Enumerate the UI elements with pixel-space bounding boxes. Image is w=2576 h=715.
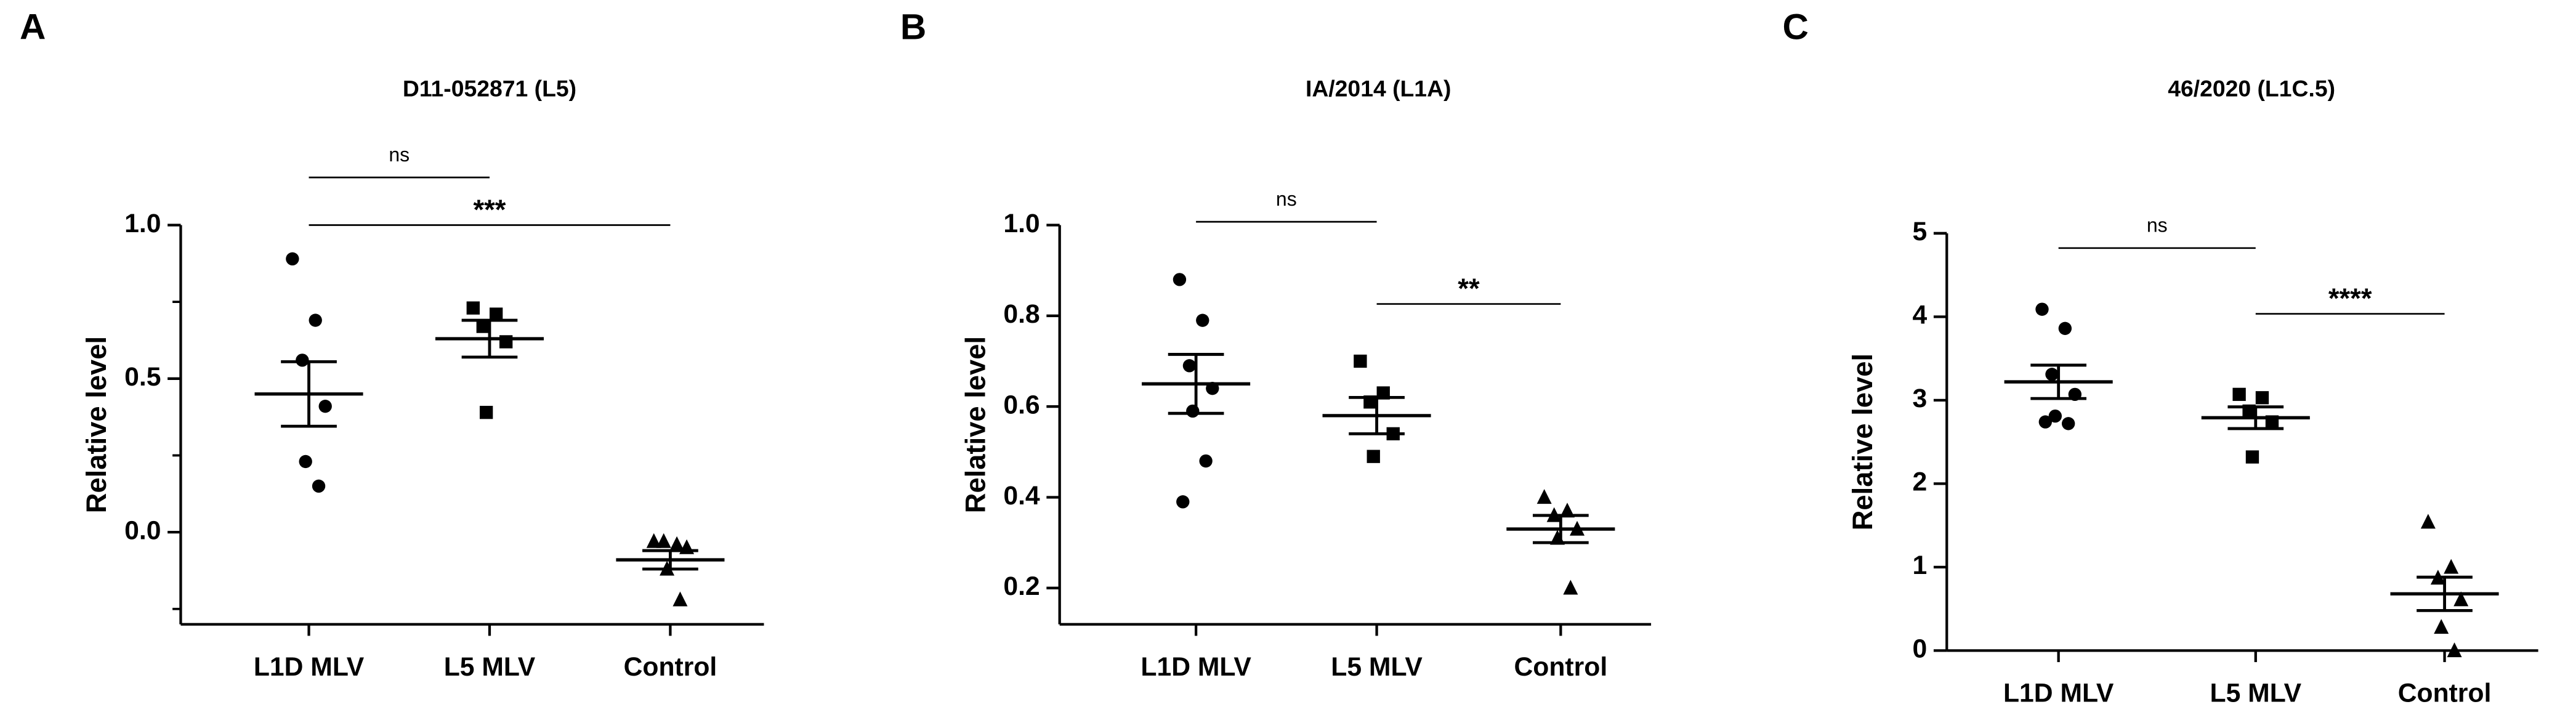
significance-label: ** <box>1458 273 1480 304</box>
data-point <box>2444 559 2459 574</box>
data-point <box>1536 489 1552 504</box>
data-point <box>318 400 332 413</box>
chart-title: 46/2020 (L1C.5) <box>2168 76 2335 102</box>
data-point <box>2447 642 2462 658</box>
y-tick-label: 2 <box>1913 467 1928 497</box>
panel-letter: C <box>1782 7 1808 47</box>
data-point <box>1560 503 1575 518</box>
data-point <box>669 536 685 551</box>
y-tick-label: 1 <box>1913 551 1928 580</box>
data-point <box>2453 591 2469 607</box>
data-point <box>1182 359 1197 373</box>
data-point <box>1563 580 1578 595</box>
y-tick-label: 0.5 <box>124 362 161 392</box>
y-axis-label: Relative level <box>959 336 991 513</box>
x-tick-label: L5 MLV <box>1331 652 1423 682</box>
data-point <box>286 252 299 266</box>
data-point <box>2038 415 2052 429</box>
significance-label: ns <box>2147 214 2168 236</box>
data-point <box>312 479 326 493</box>
significance-label: ns <box>389 143 410 166</box>
data-point <box>1196 313 1209 327</box>
y-tick-label: 1.0 <box>124 209 161 238</box>
data-point <box>309 313 322 327</box>
panel-letter: A <box>20 7 46 47</box>
y-axis-label: Relative level <box>1847 353 1878 530</box>
data-point <box>1173 273 1187 286</box>
significance-label: **** <box>2328 283 2372 314</box>
y-tick-label: 0.0 <box>124 515 161 545</box>
x-tick-label: L5 MLV <box>2210 679 2302 708</box>
data-point <box>646 533 661 548</box>
y-tick-label: 0 <box>1913 634 1928 664</box>
data-point <box>2062 417 2075 430</box>
y-tick-label: 5 <box>1913 217 1928 246</box>
x-tick-label: Control <box>1514 652 1607 682</box>
chart-title: IA/2014 (L1A) <box>1306 76 1452 102</box>
data-point <box>2434 619 2449 634</box>
data-point <box>2420 514 2436 529</box>
data-point <box>299 454 312 469</box>
data-point <box>2035 302 2049 316</box>
data-point <box>2255 391 2269 405</box>
data-point <box>1367 450 1380 463</box>
data-point <box>656 533 671 548</box>
y-tick-label: 3 <box>1913 384 1928 413</box>
y-tick-label: 0.2 <box>1003 572 1040 601</box>
data-point <box>2045 368 2059 381</box>
data-point <box>2232 387 2246 402</box>
x-tick-label: L5 MLV <box>444 652 536 682</box>
y-tick-label: 0.6 <box>1003 390 1040 419</box>
data-point <box>296 353 309 367</box>
y-tick-label: 0.8 <box>1003 299 1040 329</box>
x-tick-label: Control <box>2398 679 2492 708</box>
chart-title: D11-052871 (L5) <box>403 76 576 102</box>
data-point <box>489 307 503 321</box>
data-point <box>479 405 493 419</box>
y-tick-label: 0.4 <box>1003 481 1040 511</box>
data-point <box>1354 354 1367 368</box>
significance-label: ns <box>1276 188 1297 210</box>
x-tick-label: L1D MLV <box>254 652 365 682</box>
y-tick-label: 1.0 <box>1003 209 1040 238</box>
data-point <box>466 301 480 315</box>
data-point <box>2048 409 2062 423</box>
significance-label: *** <box>474 194 506 225</box>
data-point <box>2245 450 2259 464</box>
data-point <box>1199 454 1213 468</box>
y-tick-label: 4 <box>1913 301 1928 330</box>
x-tick-label: Control <box>624 652 717 682</box>
data-point <box>2058 321 2072 335</box>
panel-letter: B <box>900 7 926 47</box>
y-axis-label: Relative level <box>81 336 112 513</box>
data-point <box>476 320 490 333</box>
data-point <box>672 591 688 607</box>
data-point <box>1176 495 1190 509</box>
x-tick-label: L1D MLV <box>2003 679 2114 708</box>
x-tick-label: L1D MLV <box>1141 652 1251 682</box>
